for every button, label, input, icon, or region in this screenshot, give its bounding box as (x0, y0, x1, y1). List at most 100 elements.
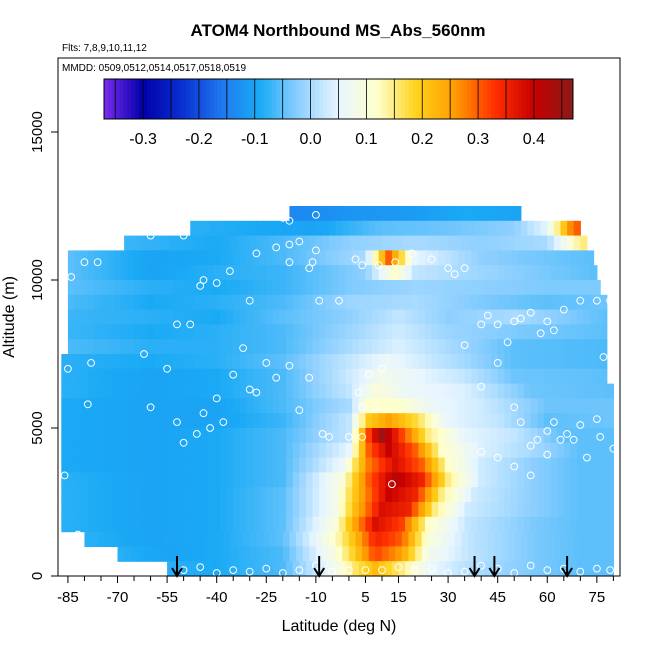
heatmap-cell (461, 531, 469, 547)
colorbar-swatch (283, 79, 289, 119)
heatmap-cell (418, 339, 426, 355)
heatmap-cell (61, 383, 69, 399)
heatmap-cell (134, 442, 142, 459)
heatmap-cell (603, 442, 611, 459)
sample-point (543, 450, 552, 459)
heatmap-cell (438, 502, 446, 518)
heatmap-cell (557, 516, 565, 533)
heatmap-cell (497, 442, 505, 459)
heatmap-cell (557, 472, 565, 488)
heatmap-cell (510, 368, 519, 385)
heatmap-cell (557, 280, 565, 296)
heatmap-cell (491, 294, 499, 311)
heatmap-cell (570, 428, 578, 444)
heatmap-cell (312, 368, 320, 385)
heatmap-cell (81, 368, 89, 385)
heatmap-cell (438, 265, 446, 281)
x-tick-label: -85 (57, 589, 79, 606)
heatmap-cell (253, 339, 261, 355)
heatmap-cell (517, 428, 525, 444)
heatmap-cell (292, 368, 300, 385)
heatmap-cell (467, 531, 476, 547)
heatmap-cell (372, 383, 380, 399)
heatmap-cell (262, 546, 271, 562)
heatmap-cell (213, 383, 221, 399)
heatmap-cell (458, 324, 466, 340)
heatmap-cell (107, 442, 115, 459)
heatmap-cell (596, 294, 605, 311)
heatmap-cell (517, 442, 525, 459)
heatmap-cell (580, 235, 588, 251)
x-tick-label: -25 (255, 589, 277, 606)
heatmap-cell (173, 457, 181, 473)
heatmap-cell (319, 472, 327, 488)
heatmap-cell (167, 280, 175, 296)
heatmap-cell (193, 442, 201, 459)
heatmap-cell (302, 235, 310, 251)
heatmap-cell (603, 368, 608, 385)
heatmap-cell (276, 546, 284, 562)
heatmap-cell (312, 428, 320, 444)
heatmap-cell (577, 442, 585, 459)
heatmap-cell (352, 265, 360, 281)
heatmap-cell (239, 354, 248, 370)
heatmap-cell (272, 516, 281, 533)
heatmap-cell (458, 457, 466, 473)
heatmap-cell (467, 220, 476, 237)
heatmap-cell (114, 516, 122, 533)
heatmap-cell (534, 531, 542, 547)
heatmap-cell (444, 502, 452, 518)
heatmap-cell (279, 383, 287, 399)
heatmap-cell (203, 546, 211, 562)
heatmap-row (289, 206, 522, 222)
heatmap-cell (107, 487, 115, 503)
heatmap-cell (438, 250, 446, 266)
heatmap-cell (120, 398, 129, 414)
heatmap-cell (120, 516, 129, 533)
heatmap-cell (570, 413, 578, 429)
heatmap-cell (229, 220, 238, 237)
heatmap-cell (497, 472, 505, 488)
heatmap-cell (160, 487, 168, 503)
heatmap-cell (206, 383, 214, 399)
heatmap-cell (120, 368, 129, 385)
heatmap-cell (477, 428, 486, 444)
heatmap-cell (401, 235, 410, 251)
heatmap-cell (190, 546, 198, 562)
sample-point (312, 246, 320, 255)
heatmap-cell (216, 531, 224, 547)
heatmap-cell (385, 265, 393, 281)
heatmap-cell (510, 398, 519, 414)
heatmap-cell (464, 309, 472, 325)
heatmap-cell (577, 250, 585, 266)
heatmap-cell (213, 502, 221, 518)
heatmap-cell (530, 516, 538, 533)
heatmap-cell (405, 324, 413, 340)
heatmap-cell (180, 383, 188, 399)
heatmap-cell (279, 280, 287, 296)
heatmap-cell (458, 472, 466, 488)
heatmap-cell (299, 487, 307, 503)
heatmap-cell (467, 206, 476, 222)
heatmap-cell (540, 546, 548, 562)
heatmap-cell (504, 516, 512, 533)
heatmap-cell (233, 428, 241, 444)
heatmap-cell (530, 354, 538, 370)
heatmap-cell (246, 265, 254, 281)
heatmap-cell (223, 235, 231, 251)
heatmap-cell (534, 546, 542, 562)
sample-point (606, 296, 614, 305)
heatmap-cell (140, 250, 148, 266)
heatmap-cell (345, 442, 353, 459)
heatmap-cell (332, 502, 340, 518)
heatmap-cell (206, 413, 214, 429)
heatmap-cell (140, 294, 148, 311)
heatmap-cell (557, 413, 565, 429)
heatmap-cell (481, 546, 489, 562)
heatmap-cell (464, 250, 472, 266)
sample-point (364, 370, 373, 379)
heatmap-cell (286, 383, 294, 399)
sample-point (179, 231, 188, 240)
heatmap-cell (239, 472, 248, 488)
heatmap-cell (567, 220, 575, 237)
